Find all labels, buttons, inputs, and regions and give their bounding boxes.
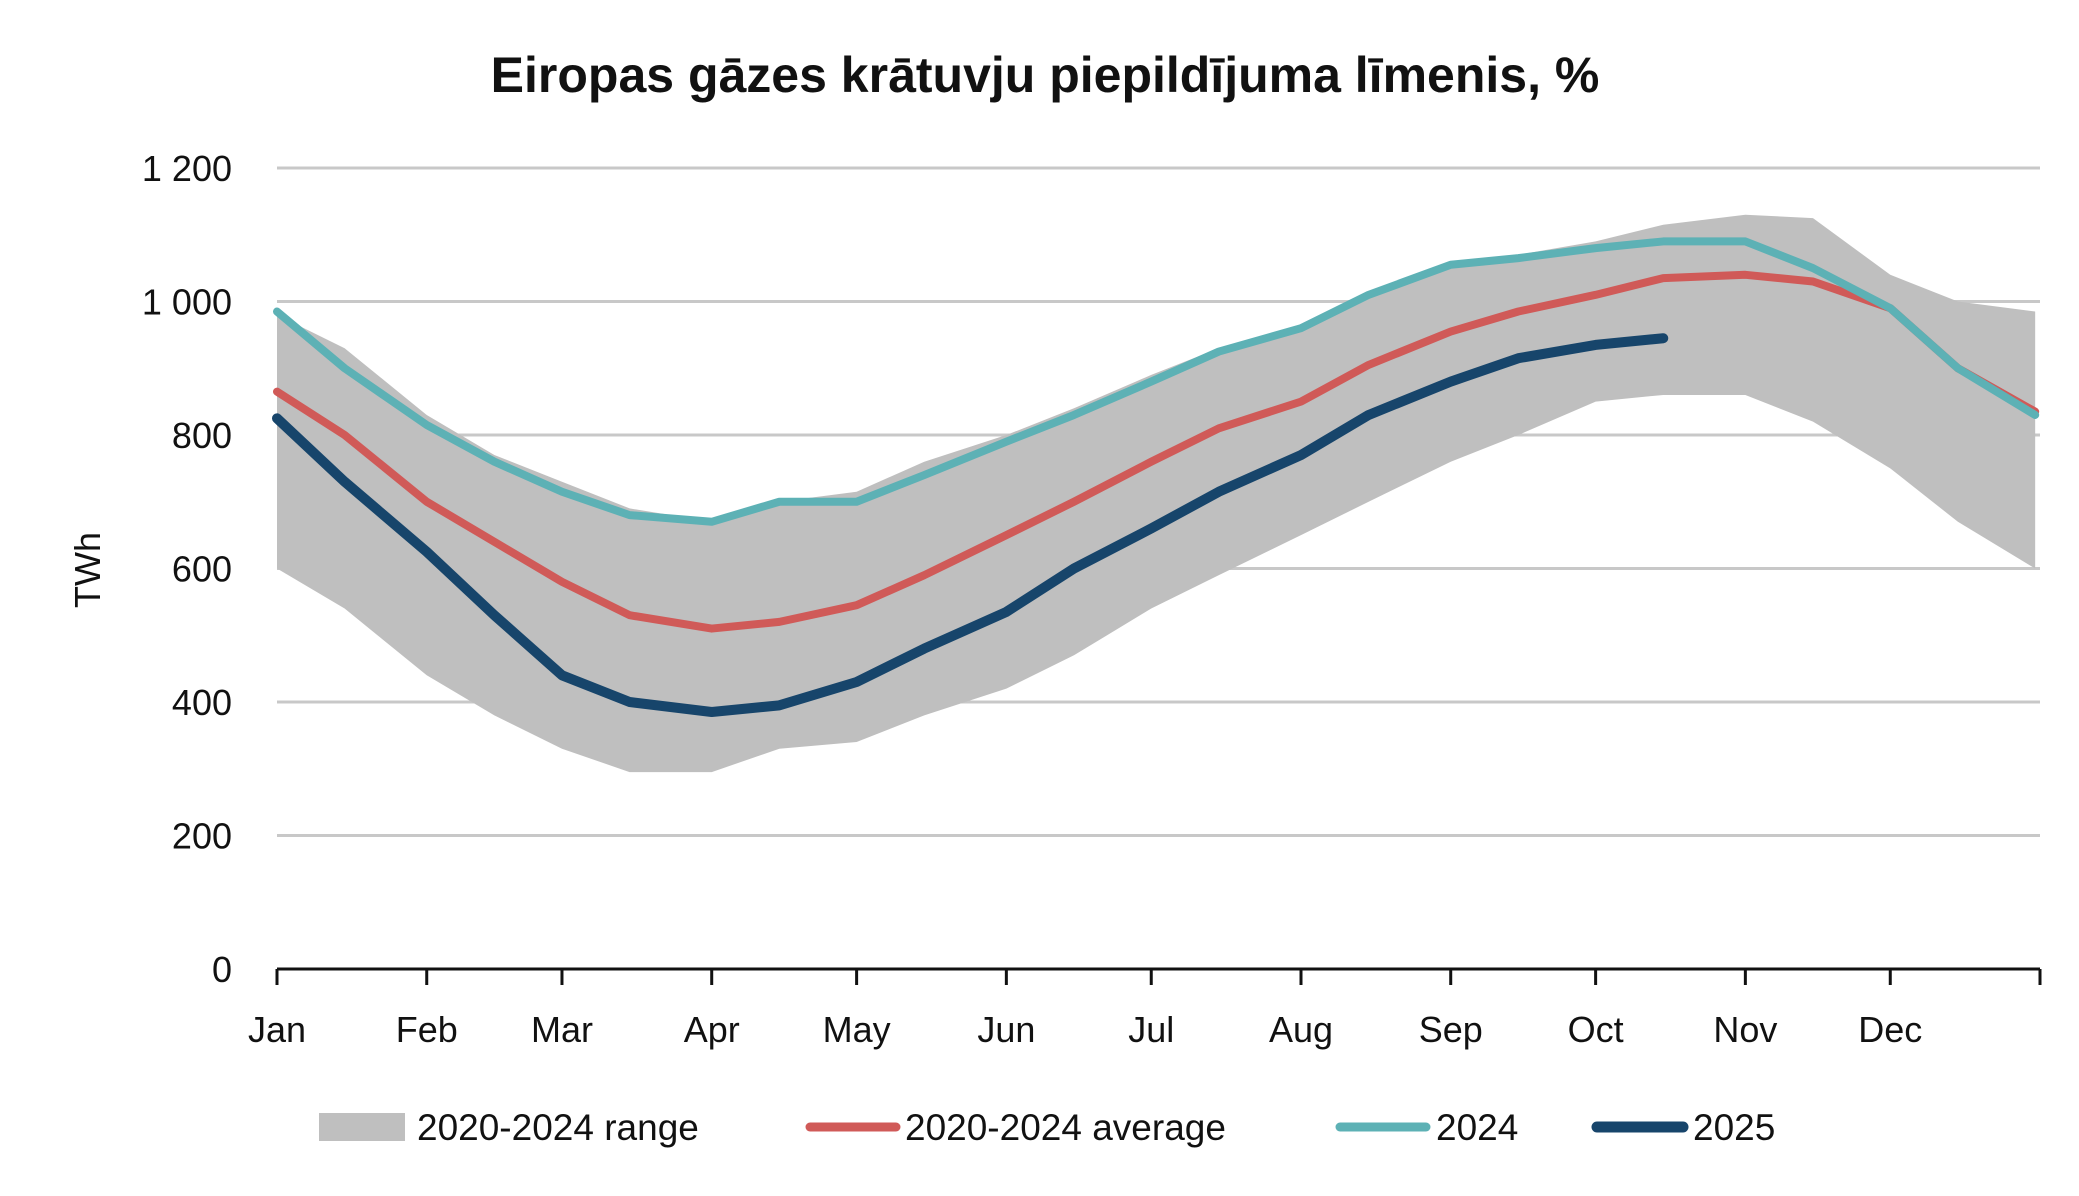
chart-title: Eiropas gāzes krātuvju piepildījuma līme… <box>491 47 1600 103</box>
y-tick-label: 800 <box>172 415 232 456</box>
series-lines <box>272 237 2040 718</box>
x-tick-label: Jun <box>977 1009 1035 1050</box>
x-tick-label: Jan <box>248 1009 306 1050</box>
series-line-2024 <box>273 237 2040 526</box>
x-tick-label: Feb <box>396 1009 458 1050</box>
x-tick-label: Apr <box>684 1009 740 1050</box>
x-tick-label: Nov <box>1713 1009 1777 1050</box>
range-band <box>277 214 2036 773</box>
x-tick-label: Dec <box>1858 1009 1922 1050</box>
series-line-2020-2024-average <box>273 270 2040 633</box>
axes: 0 200 400 600 800 1 000 1 200 Jan Feb Mar Apr May Ju… <box>142 148 2042 1050</box>
legend-label-2024: 2024 <box>1436 1107 1518 1148</box>
x-tick-label: Oct <box>1568 1009 1624 1050</box>
y-tick-label: 400 <box>172 682 232 723</box>
range-area <box>277 214 2036 773</box>
legend-label-range: 2020-2024 range <box>417 1107 699 1148</box>
legend-label-2025: 2025 <box>1693 1107 1775 1148</box>
x-tick-label: Mar <box>531 1009 593 1050</box>
x-tick-label: May <box>823 1009 891 1050</box>
y-tick-label: 0 <box>212 949 232 990</box>
series-line-2025 <box>272 333 1669 718</box>
x-tick-label: Sep <box>1419 1009 1483 1050</box>
y-axis-label: TWh <box>67 532 108 608</box>
y-tick-label: 200 <box>172 816 232 857</box>
legend: 2020-2024 range 2020-2024 average 2024 2… <box>319 1107 1775 1148</box>
legend-swatch-range <box>319 1113 405 1141</box>
x-tick-label: Jul <box>1128 1009 1174 1050</box>
y-tick-label: 1 200 <box>142 148 232 189</box>
legend-label-average: 2020-2024 average <box>905 1107 1226 1148</box>
y-tick-label: 600 <box>172 549 232 590</box>
x-tick-label: Aug <box>1269 1009 1333 1050</box>
y-tick-label: 1 000 <box>142 282 232 323</box>
